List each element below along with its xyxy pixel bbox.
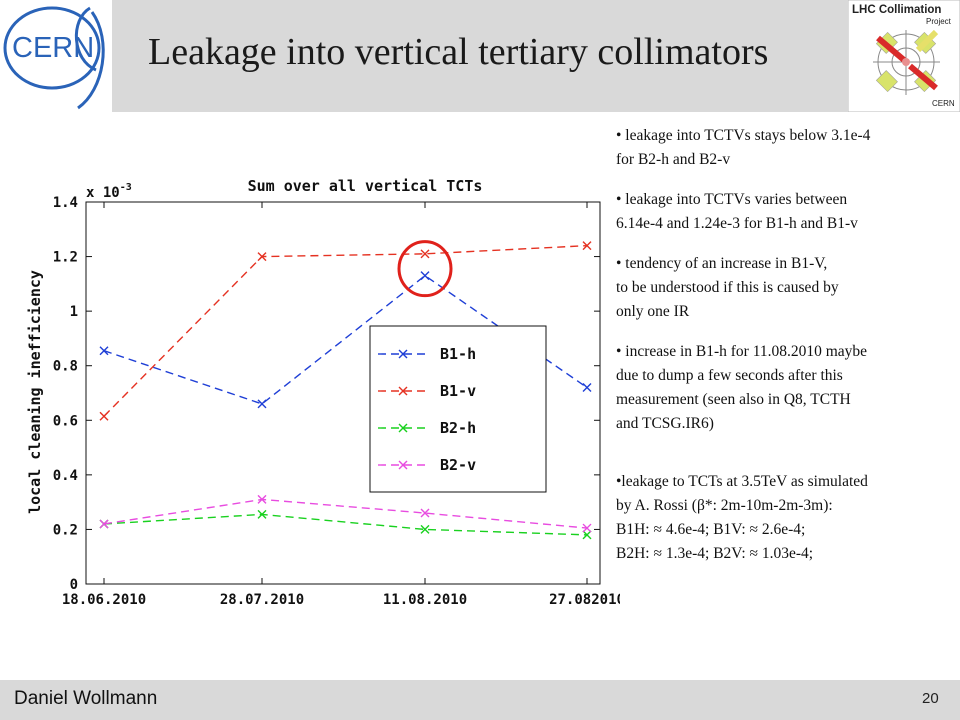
lhc-logo-project: Project bbox=[926, 17, 952, 26]
legend-item: B1-h bbox=[378, 345, 476, 363]
bullet-line: • tendency of an increase in B1-V, bbox=[616, 255, 828, 272]
cern-logo-graphic: CERN bbox=[3, 6, 105, 110]
data-point-b2-h bbox=[582, 530, 592, 540]
lhc-collimation-logo: LHC Collimation Project CERN bbox=[847, 0, 960, 113]
data-point-b1-v bbox=[420, 249, 430, 259]
data-point-b1-h bbox=[99, 346, 109, 356]
data-point-b1-v bbox=[582, 241, 592, 251]
lhc-logo-cern: CERN bbox=[932, 99, 955, 108]
bullet-item: • leakage into TCTVs stays below 3.1e-4 f… bbox=[616, 124, 956, 172]
cern-logo-text: CERN bbox=[12, 32, 94, 64]
y-tick-label: 1.4 bbox=[53, 195, 78, 211]
y-tick-label: 0.4 bbox=[53, 468, 78, 484]
data-point-b1-v bbox=[99, 411, 109, 421]
highlight-circle bbox=[397, 240, 453, 298]
data-point-b1-v bbox=[257, 252, 267, 262]
axes-group: 0 0.2 0.4 0.6 0.8 1 1.2 1.4 18.06.2010 28.07.2010… bbox=[53, 195, 625, 608]
data-point-b2-v bbox=[582, 523, 592, 533]
bullet-line: by A. Rossi (β*: 2m-10m-2m-3m): bbox=[616, 497, 833, 514]
series-line-b2-v bbox=[103, 498, 588, 529]
legend-label: B2-h bbox=[440, 419, 476, 437]
footer-author: Daniel Wollmann bbox=[14, 688, 158, 709]
legend-label: B1-h bbox=[440, 345, 476, 363]
x-tick-label: 11.08.2010 bbox=[383, 592, 467, 608]
lhc-logo-graphic: LHC Collimation Project CERN bbox=[847, 0, 960, 113]
bullet-item: • tendency of an increase in B1-V, to be … bbox=[616, 252, 956, 324]
y-tick-label: 0.2 bbox=[53, 522, 78, 538]
chart-title: Sum over all vertical TCTs bbox=[248, 177, 483, 195]
y-tick-label: 0.6 bbox=[53, 413, 78, 429]
bullet-line: • leakage into TCTVs varies between bbox=[616, 191, 848, 208]
bullet-line: B1H: ≈ 4.6e-4; B1V: ≈ 2.6e-4; bbox=[616, 521, 806, 538]
data-point-b2-v bbox=[420, 508, 430, 518]
series-line-b1-v bbox=[103, 244, 588, 417]
y-tick-label: 0.8 bbox=[53, 359, 78, 375]
legend-label: B1-v bbox=[440, 382, 476, 400]
data-point-b2-v bbox=[99, 519, 109, 529]
y-tick-label: 0 bbox=[70, 577, 78, 593]
bullet-item: • increase in B1-h for 11.08.2010 maybe d… bbox=[616, 340, 956, 436]
y-tick-label: 1.2 bbox=[53, 250, 78, 266]
data-point-b1-h bbox=[582, 383, 592, 393]
data-point-b2-h bbox=[257, 509, 267, 519]
bullet-line: measurement (seen also in Q8, TCTH bbox=[616, 391, 851, 408]
highlight-annotation bbox=[397, 240, 453, 298]
line-chart: Sum over all vertical TCTs x 10-3 local … bbox=[26, 177, 625, 608]
data-point-b2-h bbox=[420, 524, 430, 534]
bullet-line: • increase in B1-h for 11.08.2010 maybe bbox=[616, 343, 868, 360]
bullet-line: to be understood if this is caused by bbox=[616, 279, 839, 296]
bullet-line: only one IR bbox=[616, 303, 690, 320]
series-line-b2-h bbox=[103, 513, 588, 536]
page-number: 20 bbox=[922, 690, 939, 707]
legend: B1-h B1-v B2-h B2-v bbox=[369, 325, 547, 493]
bullet-item: •leakage to TCTs at 3.5TeV as simulated b… bbox=[616, 470, 956, 566]
bullet-line: B2H: ≈ 1.3e-4; B2V: ≈ 1.03e-4; bbox=[616, 545, 814, 562]
data-point-b2-v bbox=[257, 494, 267, 504]
legend-item: B2-v bbox=[378, 456, 476, 474]
chart: Sum over all vertical TCTs x 10-3 local … bbox=[20, 170, 625, 615]
data-point-b1-h bbox=[420, 271, 430, 281]
x-tick-label: 18.06.2010 bbox=[62, 592, 146, 608]
scale-factor-label: x 10-3 bbox=[86, 182, 132, 201]
bullet-line: • leakage into TCTVs stays below 3.1e-4 bbox=[616, 127, 871, 144]
bullet-line: due to dump a few seconds after this bbox=[616, 367, 843, 384]
legend-label: B2-v bbox=[440, 456, 476, 474]
header-bar: CERN Leakage into vertical tertiary coll… bbox=[0, 0, 960, 113]
slide-title: Leakage into vertical tertiary collimato… bbox=[148, 31, 769, 73]
bullet-line: for B2-h and B2-v bbox=[616, 151, 731, 168]
legend-box bbox=[369, 325, 547, 493]
footer-bar bbox=[0, 680, 960, 720]
plot-frame bbox=[85, 201, 601, 585]
cern-logo: CERN bbox=[0, 0, 112, 112]
legend-item: B1-v bbox=[378, 382, 476, 400]
bullet-line: •leakage to TCTs at 3.5TeV as simulated bbox=[616, 473, 868, 490]
bullet-item: • leakage into TCTVs varies between 6.14e… bbox=[616, 188, 956, 236]
bullet-line: 6.14e-4 and 1.24e-3 for B1-h and B1-v bbox=[616, 215, 858, 232]
bullet-line: and TCSG.IR6) bbox=[616, 415, 714, 432]
x-tick-label: 28.07.2010 bbox=[220, 592, 304, 608]
y-axis-label: local cleaning inefficiency bbox=[26, 270, 44, 514]
lhc-logo-title: LHC Collimation bbox=[852, 4, 941, 16]
legend-item: B2-h bbox=[378, 419, 476, 437]
y-tick-label: 1 bbox=[70, 304, 78, 320]
bullet-list: • leakage into TCTVs stays below 3.1e-4 f… bbox=[616, 124, 956, 582]
scale-factor-base: x 10 bbox=[86, 185, 120, 201]
data-point-b1-h bbox=[257, 399, 267, 409]
x-tick-label: 27.082010 bbox=[549, 592, 620, 608]
scale-factor-exponent: -3 bbox=[120, 182, 132, 193]
